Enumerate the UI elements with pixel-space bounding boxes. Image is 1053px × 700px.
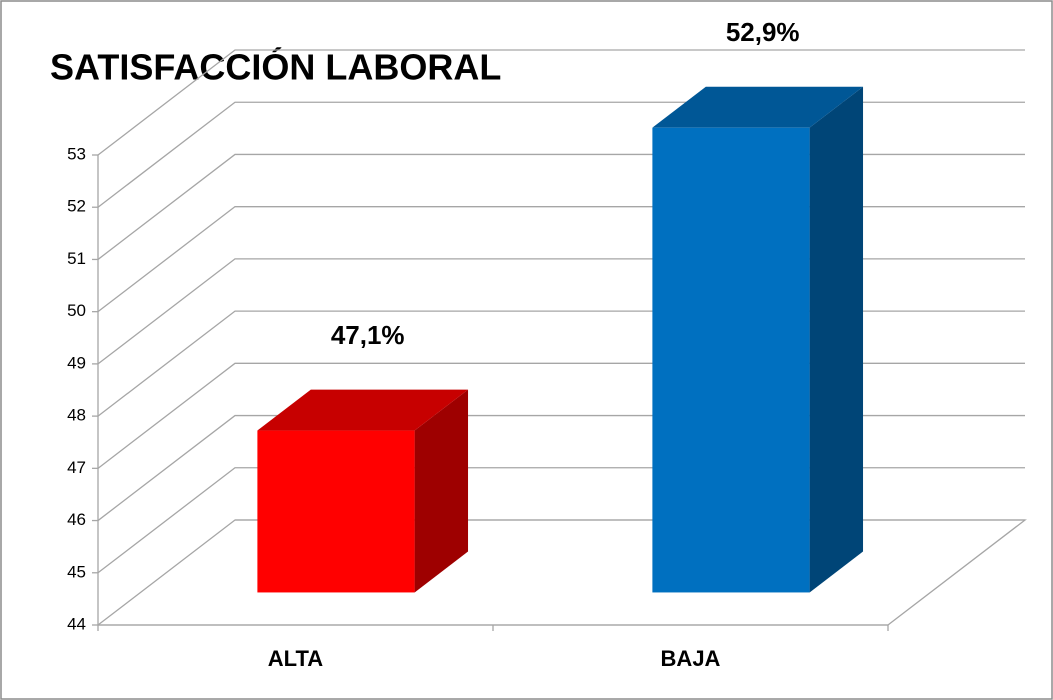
grid-line (97, 49, 1025, 156)
y-tick-label: 47 (67, 458, 86, 477)
y-tick-label: 48 (67, 406, 86, 425)
y-tick-label: 49 (67, 353, 86, 372)
bar (652, 127, 810, 593)
chart-title: SATISFACCIÓN LABORAL (50, 46, 501, 88)
y-tick-label: 44 (67, 614, 86, 633)
y-tick-label: 53 (67, 144, 86, 163)
value-label: 52,9% (726, 17, 800, 47)
bar (257, 430, 415, 593)
bar-side (809, 86, 864, 593)
bar-top (257, 389, 469, 431)
x-tick-label: BAJA (661, 646, 721, 671)
x-tick-label: ALTA (268, 646, 323, 671)
y-tick-label: 46 (67, 510, 86, 529)
y-tick-label: 52 (67, 197, 86, 216)
value-label: 47,1% (331, 320, 405, 350)
bar-side (414, 389, 469, 593)
bar-top (652, 86, 864, 128)
y-tick-label: 45 (67, 562, 86, 581)
y-tick-label: 50 (67, 301, 86, 320)
y-tick-label: 51 (67, 249, 86, 268)
